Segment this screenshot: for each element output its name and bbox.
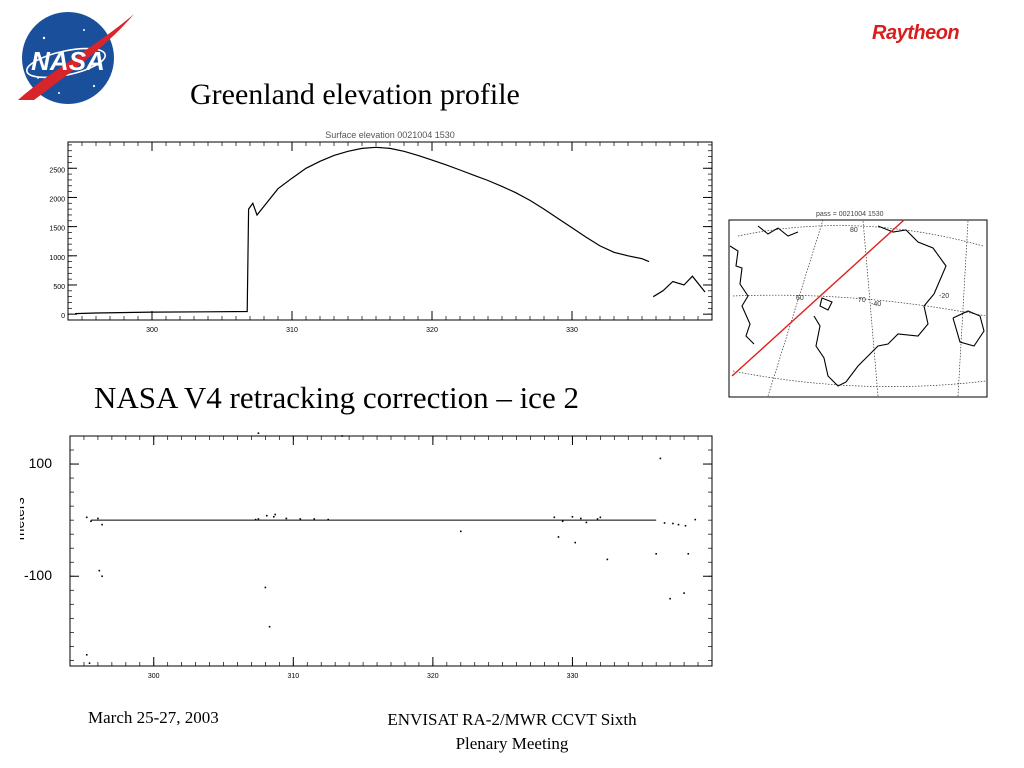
y-tick-label: 1000 bbox=[49, 255, 65, 262]
data-point bbox=[599, 516, 602, 519]
data-point bbox=[574, 541, 577, 544]
data-point bbox=[683, 592, 685, 594]
footer-meeting: ENVISAT RA-2/MWR CCVT Sixth Plenary Meet… bbox=[356, 708, 668, 756]
plot-frame bbox=[67, 141, 713, 321]
data-point bbox=[553, 516, 556, 519]
data-point bbox=[254, 518, 257, 521]
data-point bbox=[580, 517, 582, 520]
x-tick-label: 320 bbox=[426, 327, 438, 334]
data-point bbox=[313, 518, 316, 520]
data-point bbox=[663, 522, 666, 524]
x-tick-label: 320 bbox=[427, 673, 439, 680]
elevation-profile-chart: Surface elevation 0021004 1530 300 310 320 3… bbox=[40, 128, 720, 340]
data-point bbox=[659, 457, 662, 460]
map-lat-label: 70 bbox=[858, 297, 866, 304]
x-tick-label: 310 bbox=[287, 673, 299, 680]
data-point bbox=[88, 662, 91, 664]
data-point bbox=[285, 517, 288, 520]
y-tick-label: 1500 bbox=[49, 226, 65, 233]
data-point bbox=[606, 558, 609, 561]
x-tick-label: 310 bbox=[286, 327, 298, 334]
y-tick-label: 500 bbox=[53, 284, 65, 291]
data-point bbox=[459, 530, 462, 533]
data-point bbox=[268, 625, 271, 628]
nasa-logo-text: NASA bbox=[31, 46, 105, 76]
data-point bbox=[272, 515, 275, 518]
greenland-track-map: pass = 0021004 1530 80 70 60 -40 bbox=[728, 206, 988, 398]
page-title: Greenland elevation profile bbox=[190, 78, 520, 111]
data-point bbox=[274, 513, 276, 516]
map-frame bbox=[728, 219, 988, 398]
y-tick-label: -100 bbox=[24, 567, 52, 583]
chart-title: Surface elevation 0021004 1530 bbox=[325, 130, 455, 140]
data-point bbox=[561, 520, 564, 523]
y-tick-label: 2000 bbox=[49, 196, 65, 203]
data-point bbox=[687, 553, 690, 555]
x-tick-label: 300 bbox=[146, 327, 158, 334]
data-point bbox=[257, 518, 260, 520]
data-point bbox=[85, 653, 88, 656]
data-point bbox=[596, 518, 599, 520]
section-title: NASA V4 retracking correction – ice 2 bbox=[94, 380, 579, 415]
data-point bbox=[101, 575, 103, 578]
data-point bbox=[341, 435, 343, 437]
map-graticule bbox=[732, 219, 987, 397]
x-tick-label: 330 bbox=[567, 673, 579, 680]
data-point bbox=[557, 536, 560, 538]
footer-date: March 25-27, 2003 bbox=[88, 708, 219, 727]
data-point bbox=[677, 523, 680, 526]
map-title: pass = 0021004 1530 bbox=[816, 211, 884, 218]
data-point bbox=[264, 586, 267, 589]
data-point bbox=[299, 518, 302, 520]
footer-meeting-line: Plenary Meeting bbox=[455, 734, 569, 753]
data-point bbox=[257, 432, 260, 434]
data-point bbox=[85, 516, 88, 519]
x-tick-label: 330 bbox=[566, 327, 578, 334]
y-axis-label: meters bbox=[20, 497, 27, 540]
minor-ticks bbox=[69, 435, 713, 666]
data-point bbox=[265, 514, 268, 517]
plot-frame bbox=[69, 435, 713, 667]
footer-meeting-line: ENVISAT RA-2/MWR CCVT Sixth bbox=[387, 710, 637, 729]
y-tick-label: 0 bbox=[61, 313, 65, 320]
data-point bbox=[327, 518, 329, 521]
map-lat-label: 60 bbox=[796, 295, 804, 302]
series-line bbox=[652, 275, 706, 298]
data-point bbox=[585, 521, 588, 524]
y-tick-label: 100 bbox=[29, 455, 53, 471]
map-lon-label: -40 bbox=[871, 301, 881, 308]
data-point bbox=[684, 524, 687, 527]
data-point bbox=[98, 569, 101, 572]
data-point bbox=[101, 523, 103, 526]
map-lat-label: 80 bbox=[850, 227, 858, 234]
data-point bbox=[571, 515, 574, 518]
map-coastline bbox=[729, 225, 985, 387]
data-point bbox=[97, 517, 99, 520]
map-lon-label: -20 bbox=[939, 293, 949, 300]
raytheon-logo: Raytheon bbox=[872, 22, 960, 44]
retracking-correction-chart: 300 310 320 330 100 -100 meters bbox=[11, 430, 720, 686]
y-tick-label: 2500 bbox=[49, 167, 65, 174]
data-point bbox=[694, 518, 697, 521]
data-point bbox=[669, 597, 671, 600]
satellite-track bbox=[731, 219, 905, 377]
x-tick-label: 300 bbox=[148, 673, 160, 680]
data-point bbox=[672, 522, 674, 525]
data-point bbox=[90, 520, 92, 523]
minor-ticks bbox=[67, 142, 713, 321]
data-point bbox=[655, 553, 657, 555]
series-line bbox=[74, 146, 650, 315]
nasa-logo: NASA bbox=[14, 8, 138, 108]
